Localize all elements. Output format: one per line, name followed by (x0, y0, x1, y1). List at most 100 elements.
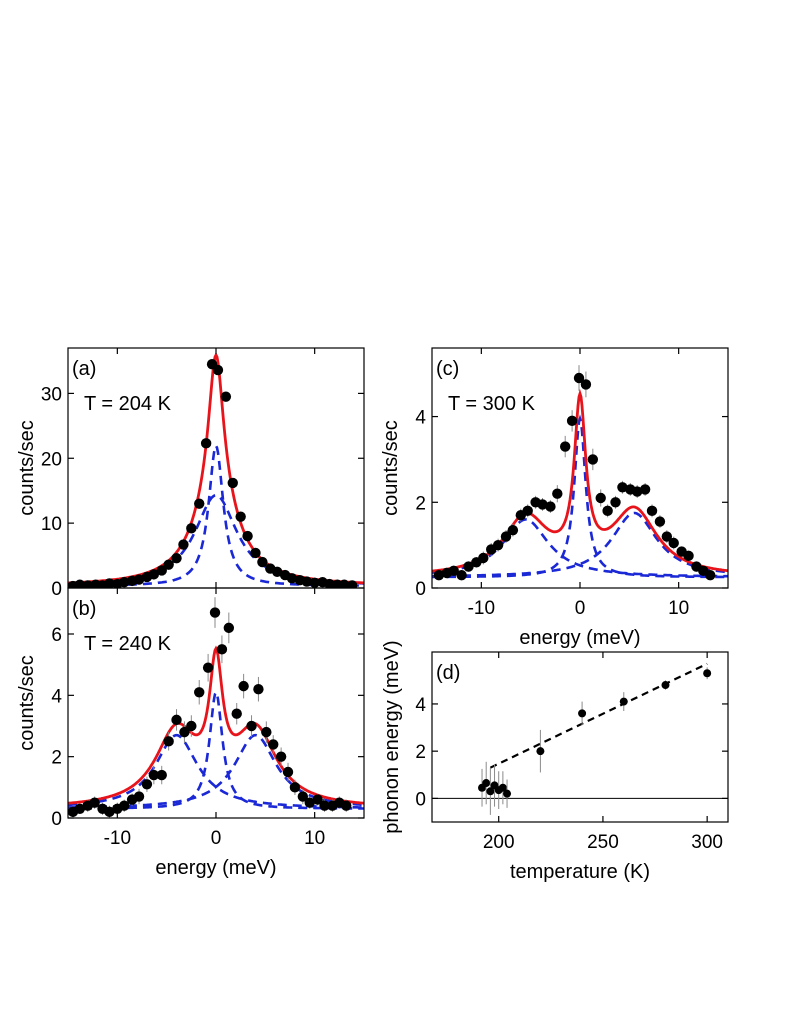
total-fit-curve (68, 352, 364, 585)
data-point (74, 803, 86, 814)
panel-a-plot-area (68, 352, 364, 588)
data-point (319, 800, 330, 811)
data-point (119, 576, 130, 588)
data-point (522, 505, 533, 517)
panel-annotation: T = 204 K (84, 393, 172, 415)
data-point (178, 539, 189, 550)
data-point (500, 531, 512, 542)
data-point (312, 794, 323, 805)
x-tick-label: 10 (304, 828, 325, 849)
x-tick-label: 0 (575, 598, 586, 619)
data-point (74, 579, 86, 588)
x-tick-label: 200 (483, 832, 515, 853)
data-point (156, 565, 167, 576)
data-point (235, 511, 246, 522)
data-point (286, 573, 298, 584)
data-point (301, 576, 312, 587)
y-tick-label: 6 (51, 625, 62, 646)
y-axis-label: counts/sec (16, 655, 38, 751)
panel-label: (b) (72, 598, 96, 620)
data-point (661, 531, 673, 542)
y-tick-label: 10 (41, 514, 62, 535)
panel-annotation: T = 240 K (84, 633, 172, 655)
x-tick-label: 250 (587, 832, 619, 853)
y-tick-label: 4 (51, 686, 62, 707)
component-curve-1 (68, 733, 364, 809)
data-point (617, 482, 628, 493)
y-tick-label: 20 (41, 449, 62, 470)
x-axis-label: energy (meV) (519, 627, 640, 649)
data-point (573, 372, 585, 384)
y-tick-label: 4 (415, 408, 426, 429)
y-tick-label: 4 (415, 695, 426, 716)
data-point (186, 720, 197, 732)
data-point (463, 561, 474, 572)
data-point (537, 499, 548, 510)
data-point (503, 789, 512, 798)
data-point (220, 391, 232, 402)
data-point (536, 747, 545, 756)
data-point (200, 438, 212, 449)
data-point (148, 569, 160, 580)
data-point (275, 751, 287, 762)
x-tick-label: 0 (211, 828, 222, 849)
y-axis-label: phonon energy (meV) (381, 640, 403, 833)
data-point (486, 787, 495, 796)
data-point (545, 501, 556, 512)
data-point (156, 769, 167, 781)
data-point (639, 484, 651, 495)
data-point (179, 726, 190, 738)
x-tick-label: 10 (668, 598, 689, 619)
y-axis-label: counts/sec (16, 420, 38, 516)
x-axis-label: temperature (K) (510, 861, 650, 883)
data-point (282, 766, 294, 778)
data-point (482, 779, 491, 788)
data-point (492, 539, 504, 551)
data-point (341, 800, 352, 811)
y-tick-label: 2 (415, 493, 426, 514)
panel-a-frame (67, 347, 365, 589)
data-point (507, 524, 519, 536)
data-point (346, 580, 358, 588)
y-tick-label: 30 (41, 384, 62, 405)
panel-label: (a) (72, 358, 96, 380)
trend-line (489, 662, 708, 769)
y-axis-label: counts/sec (380, 420, 402, 516)
data-point (186, 523, 197, 534)
x-axis-label: energy (meV) (155, 857, 276, 879)
data-point (304, 797, 315, 808)
data-point (566, 415, 578, 427)
data-point (498, 783, 507, 792)
panel-b-plot-area (68, 597, 364, 818)
data-point (668, 537, 679, 549)
data-point (646, 505, 658, 517)
data-point (231, 708, 242, 719)
y-tick-label: 0 (415, 789, 426, 810)
data-point (246, 720, 257, 732)
data-point (271, 566, 283, 577)
data-point (433, 569, 445, 581)
data-point (257, 556, 268, 568)
component-curve-2 (432, 511, 728, 578)
panel-annotation: T = 300 K (448, 393, 536, 415)
data-point (163, 559, 174, 570)
data-point (141, 779, 153, 790)
data-point (580, 379, 592, 390)
data-point (654, 516, 666, 527)
data-point (171, 714, 182, 726)
data-point (89, 797, 100, 808)
data-point (194, 498, 205, 509)
data-point (560, 441, 571, 452)
y-tick-label: 2 (51, 748, 62, 769)
data-point (632, 486, 643, 497)
data-point (339, 579, 350, 588)
data-point (456, 569, 467, 581)
x-tick-label: -10 (104, 828, 131, 849)
panel-d-frame (431, 651, 729, 823)
data-point (448, 565, 459, 577)
x-tick-label: 300 (691, 832, 723, 853)
data-point (119, 800, 130, 811)
data-point (705, 569, 716, 581)
data-point (209, 607, 221, 618)
